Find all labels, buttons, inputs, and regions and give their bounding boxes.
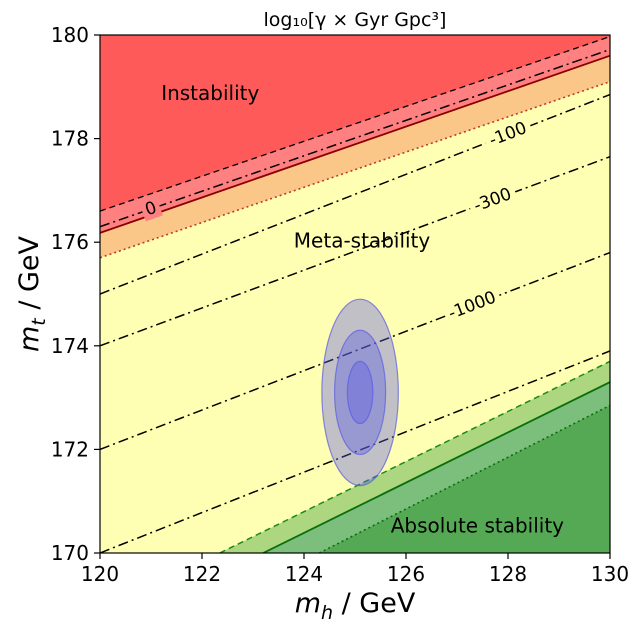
x-tick-label-128: 128: [489, 562, 527, 586]
x-tick-label-130: 130: [591, 562, 629, 586]
y-tick-label-170: 170: [51, 541, 89, 565]
measurement-ellipse-2sigma: [334, 329, 387, 456]
y-tick-label-174: 174: [51, 334, 89, 358]
x-tick-label-126: 126: [387, 562, 425, 586]
measurement-ellipse-3sigma: [321, 298, 399, 487]
contour-label-bg: [466, 182, 519, 218]
x-axis: 120 122 124 126 128 130: [81, 553, 629, 586]
region-label-absolute-stability: Absolute stability: [391, 514, 564, 538]
plot-frame: [99, 34, 611, 554]
y-tick-label-180: 180: [51, 23, 89, 47]
x-tick-label-120: 120: [81, 562, 119, 586]
contour-line--1000: [100, 251, 610, 451]
region-label-metastability: Meta-stability: [294, 229, 431, 253]
plot-area: [100, 35, 610, 553]
y-axis: 170 172 174 176 178 180: [51, 23, 100, 565]
y-tick-label-178: 178: [51, 127, 89, 151]
region-label-instability: Instability: [161, 81, 259, 105]
boundary-instability-solid: [100, 54, 610, 234]
y-tick-label-176: 176: [51, 230, 89, 254]
boundary-stability-solid: [262, 381, 610, 553]
contour-label-bg: [139, 196, 163, 222]
measurement-ellipse-1sigma: [346, 360, 374, 425]
region-labels: Instability Meta-stability Absolute stabil…: [161, 81, 564, 538]
x-tick-label-122: 122: [183, 562, 221, 586]
region-stability-dark: [319, 405, 610, 553]
y-tick-label-172: 172: [51, 437, 89, 461]
x-axis-label: mh / GeV: [295, 588, 416, 624]
contour-line-0: [100, 48, 610, 228]
contour-label-bg: [482, 116, 534, 153]
x-tick-label-124: 124: [285, 562, 323, 586]
contour-label-bg: [441, 285, 503, 326]
boundary-stability-dashed: [219, 360, 610, 553]
boundary-stability-dotted: [318, 404, 610, 553]
contour-line-unlabeled-4: [100, 350, 610, 553]
y-axis-label: mt / GeV: [14, 235, 50, 352]
chart-title: log₁₀[γ × Gyr Gpc³]: [264, 9, 447, 31]
